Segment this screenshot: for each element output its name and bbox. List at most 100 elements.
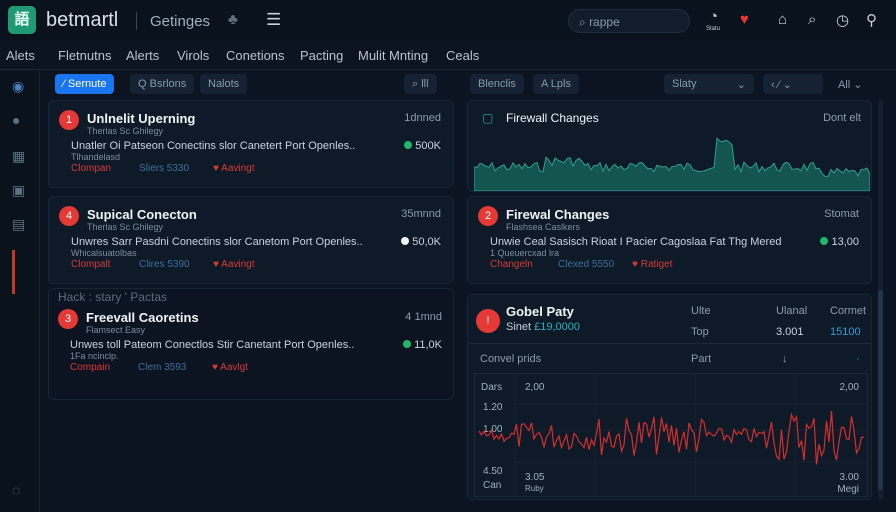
complain-link[interactable]: Clompan	[71, 163, 112, 174]
menu-icon[interactable]: ☰	[266, 10, 282, 29]
status-dot	[820, 237, 829, 245]
alert-title: Firewal Changes	[506, 207, 610, 222]
y-tick: 1.20	[483, 402, 503, 413]
alert-detail: Whicalsuatolbas	[71, 248, 137, 258]
alert-detail: 1Fa ncinclp.	[70, 351, 119, 361]
section-history	[48, 288, 454, 400]
alert-detail: Tlhandelasd	[71, 152, 121, 162]
select-value: All	[838, 79, 851, 91]
alert-time: 35mnnd	[401, 208, 441, 220]
alert-description: Unwres Sarr Pasdni Conectins slor Caneto…	[71, 236, 363, 248]
col-header: Cormet	[830, 305, 867, 317]
complain-link[interactable]: Changeln	[490, 259, 533, 270]
timer-icon[interactable]: ◷	[836, 12, 850, 29]
blenclis-button[interactable]: Blenclis	[470, 74, 524, 94]
shares-link[interactable]: Sliers 5330	[139, 163, 190, 174]
alert-description: Unwie Ceal Sasisch Rioat I Pacier Cagosl…	[490, 236, 782, 248]
tab-pacting[interactable]: Pacting	[300, 48, 344, 63]
user-search-icon[interactable]: ⚲	[866, 12, 877, 29]
bottom-right-sub: Megi	[837, 484, 859, 495]
assign-link[interactable]: ♥ Aavlgt	[212, 362, 248, 373]
alert-card[interactable]: 3 Freevall Caoretins Flamsect Easy 4 1mn…	[48, 300, 454, 392]
status-icon[interactable]: ◔	[709, 8, 719, 25]
grid-icon[interactable]: ▦	[12, 148, 26, 164]
status-select[interactable]: Slaty ⌄	[664, 74, 754, 94]
divider	[468, 343, 871, 344]
plug-icon[interactable]: ♣	[228, 11, 238, 28]
value-text: 50,0K	[412, 236, 441, 248]
value-text: 13,00	[831, 236, 859, 248]
status-label: Statu	[706, 26, 721, 32]
brand-name: betmartl	[46, 9, 119, 31]
home-icon[interactable]: ⌂	[778, 11, 788, 28]
value-text: 500K	[415, 140, 441, 152]
search-icon[interactable]: ⌕	[808, 11, 817, 28]
assign-link[interactable]: ♥ Ratiget	[632, 259, 673, 270]
grid	[514, 374, 867, 496]
top-right-label: 2,00	[839, 382, 859, 393]
assign-link[interactable]: ♥ Aavingt	[213, 163, 255, 174]
app-header: 語 betmartl Getinges ♣ ☰ ⌕ rappe ◔ Statu …	[0, 0, 896, 40]
shares-link[interactable]: Clexed 5550	[558, 259, 615, 270]
alert-badge: 1	[59, 110, 79, 130]
alert-subtitle: Therlas Sc Ghilegy	[87, 126, 164, 136]
tab-alerts[interactable]: Alerts	[126, 48, 160, 63]
settings-icon[interactable]: ◌	[12, 482, 21, 498]
dashboard-icon[interactable]: ◉	[12, 78, 25, 94]
active-indicator	[12, 250, 15, 294]
bell-icon[interactable]: ●	[12, 112, 21, 128]
labels-button[interactable]: A Lpls	[533, 74, 579, 94]
alert-card[interactable]: 2 Firewal Changes Flashsea Caslkers Stom…	[467, 196, 872, 284]
complain-link[interactable]: Compain	[70, 362, 111, 373]
label: Sernute	[67, 78, 107, 90]
value-text: 11,0K	[414, 339, 442, 351]
tab-conetions[interactable]: Conetions	[226, 48, 285, 63]
alert-card[interactable]: 1 Unlnelit Uperning Therlas Sc Ghilegy 1…	[48, 100, 454, 188]
notes-button[interactable]: Nalots	[200, 74, 248, 94]
tab-multi[interactable]: Mulit Mnting	[358, 48, 429, 63]
alert-description: Unatler Oi Patseon Conectins slor Canete…	[71, 140, 356, 152]
assign-link[interactable]: ♥ Aavingt	[213, 259, 255, 270]
search-placeholder: rappe	[589, 15, 620, 29]
shares-link[interactable]: Clires 5390	[139, 259, 190, 270]
sernute-button[interactable]: ⁄ Sernute	[55, 74, 115, 94]
alert-card[interactable]: 4 Supical Conecton Therlas Sc Ghilegy 35…	[48, 196, 454, 284]
alert-badge: 3	[58, 309, 78, 329]
bottom-left-sub: Ruby	[525, 484, 544, 493]
col-header: Ulanal	[776, 305, 808, 317]
alert-subtitle: Flamsect Easy	[86, 325, 146, 335]
scrollbar[interactable]	[878, 100, 883, 500]
shield-alert-icon[interactable]: ♥	[740, 11, 749, 28]
panel-action[interactable]: Dont elt	[823, 112, 861, 124]
tab-virols[interactable]: Virols	[177, 48, 210, 63]
sort-icon[interactable]: ↓	[782, 353, 788, 365]
firewall-chart-panel: ▢ Firewall Changes Dont elt	[467, 100, 872, 192]
sessions-button[interactable]: Q Bsrlons	[130, 74, 195, 94]
complain-link[interactable]: Clompalt	[71, 259, 111, 270]
panel-title: Firewall Changes	[506, 111, 599, 125]
alert-value: 50,0K	[401, 236, 441, 248]
chart-icon: ▢	[482, 111, 494, 125]
tab-fletnutns[interactable]: Fletnutns	[58, 48, 112, 63]
policy-panel: ! Gobel Paty Sinet £19,0000 Ulte Ulanal …	[467, 294, 872, 500]
all-select[interactable]: All ⌄	[838, 79, 863, 91]
scrollbar-thumb[interactable]	[878, 290, 883, 490]
briefcase-icon[interactable]: ▤	[12, 216, 26, 232]
alert-badge: 4	[59, 206, 79, 226]
more-icon[interactable]: ·	[856, 353, 860, 365]
camera-icon[interactable]: ▣	[12, 182, 26, 198]
sidebar: ◉ ● ▦ ▣ ▤ ◌	[0, 70, 40, 512]
status-dot	[401, 237, 410, 245]
alert-badge: !	[476, 309, 500, 333]
edit-controls[interactable]: ‹ ⁄ ⌄	[763, 74, 823, 94]
filter-button[interactable]: ⌕ lll	[404, 74, 437, 94]
tab-ceals[interactable]: Ceals	[446, 48, 480, 63]
alert-title: Unlnelit Uperning	[87, 111, 196, 126]
cell: 3.001	[776, 326, 804, 338]
amount: £19,0000	[534, 321, 581, 333]
search-input[interactable]: ⌕ rappe	[568, 9, 690, 33]
tab-alets[interactable]: Alets	[6, 48, 35, 63]
cell: Top	[691, 326, 709, 338]
shares-link[interactable]: Clem 3593	[138, 362, 187, 373]
top-left-label: 2,00	[525, 382, 545, 393]
